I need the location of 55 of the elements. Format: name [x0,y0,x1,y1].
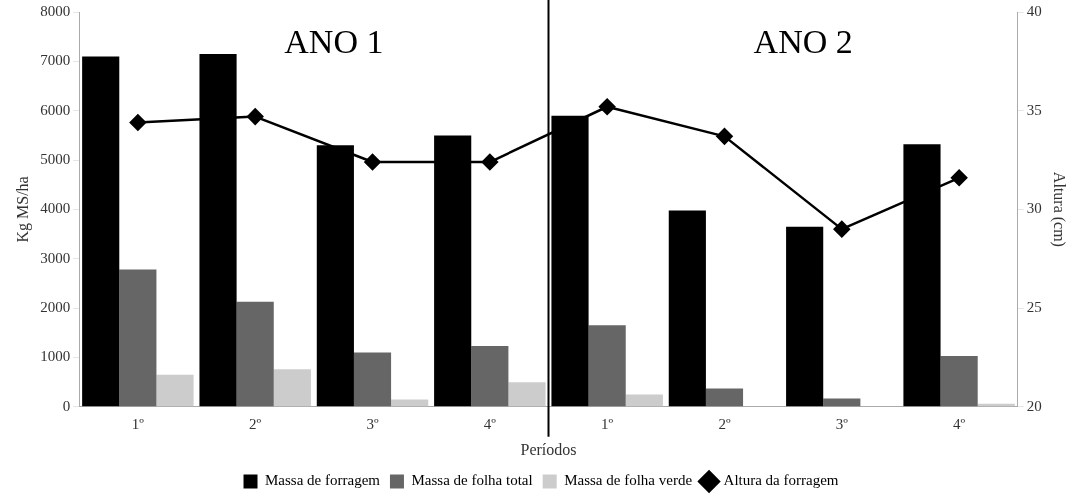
point [246,108,264,125]
point [716,128,733,145]
x-tick-label: 2º [718,415,731,432]
annotation: ANO 1 [284,22,384,60]
x-tick-label: 1º [601,415,614,432]
point [481,153,499,171]
point [129,114,147,131]
bar [273,369,311,407]
point [598,98,616,115]
legend-label: Altura da forragem [723,472,839,489]
y-tick-label: 1000 [40,348,71,365]
y-tick-label: 4000 [40,200,71,217]
point [833,220,851,238]
y-tick-label: 5000 [40,150,71,167]
x-tick-label: 4º [953,415,966,432]
y-tick-label: 0 [62,397,71,414]
y-tick-label: 6000 [40,101,71,118]
y2-tick-label: 30 [1026,200,1042,217]
bar [156,374,194,407]
bar [588,325,626,407]
y-axis-title: Kg MS/ha [13,176,32,243]
bar [353,352,392,407]
y-tick-label: 2000 [40,299,71,316]
point [950,169,968,187]
x-tick-label: 3º [835,415,849,432]
bar [668,210,706,407]
bar [82,56,120,407]
bar [625,394,663,407]
y2-tick-label: 40 [1026,2,1042,19]
y-tick-label: 3000 [40,249,71,266]
x-tick-label: 1º [131,415,145,432]
point [364,153,381,171]
bar [119,269,157,407]
x-axis-title: Períodos [520,440,577,458]
bar [705,388,744,407]
y2-tick-label: 25 [1026,299,1042,316]
x-tick-label: 4º [483,415,497,432]
x-tick-label: 2º [249,415,262,432]
x-tick-label: 3º [366,415,379,432]
bar [391,399,429,407]
legend-label: Massa de forragem [265,472,381,489]
y2-axis-title: Altura (cm) [1050,171,1069,247]
legend-label: Massa de folha verde [564,472,693,489]
y-tick-label: 8000 [40,2,71,19]
y2-tick-label: 20 [1026,397,1042,414]
bar [508,382,546,407]
y2-tick-label: 35 [1026,101,1042,118]
y-tick-label: 7000 [40,52,71,69]
legend-label: Massa de folha total [411,472,533,489]
bar [823,398,861,407]
bar [236,301,274,407]
bar [940,355,978,407]
bar [786,226,824,407]
annotation: ANO 2 [753,22,853,60]
bar [471,346,509,407]
